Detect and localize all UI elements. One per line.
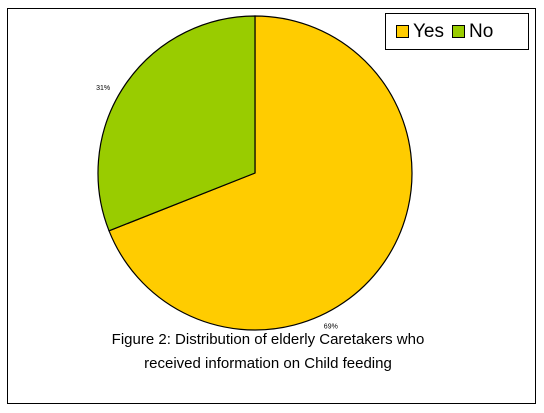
pie-slice-yes bbox=[108, 15, 413, 331]
caption-line-2: received information on Child feeding bbox=[144, 355, 392, 372]
pie-slice-no bbox=[97, 15, 256, 232]
legend-entry-no: No bbox=[452, 21, 493, 43]
legend-swatch-yes bbox=[396, 25, 409, 38]
figure-caption: Figure 2: Distribution of elderly Careta… bbox=[48, 328, 488, 376]
legend-label-yes: Yes bbox=[413, 20, 444, 42]
legend-label-no: No bbox=[469, 20, 494, 42]
chart-frame bbox=[7, 8, 536, 404]
data-label-yes: 69% bbox=[324, 324, 338, 331]
legend-entry-yes: Yes bbox=[396, 21, 444, 43]
chart-legend: Yes No bbox=[385, 13, 529, 50]
legend-swatch-no bbox=[452, 25, 465, 38]
data-label-no: 31% bbox=[96, 85, 110, 92]
caption-line-1: Figure 2: Distribution of elderly Careta… bbox=[111, 331, 425, 348]
